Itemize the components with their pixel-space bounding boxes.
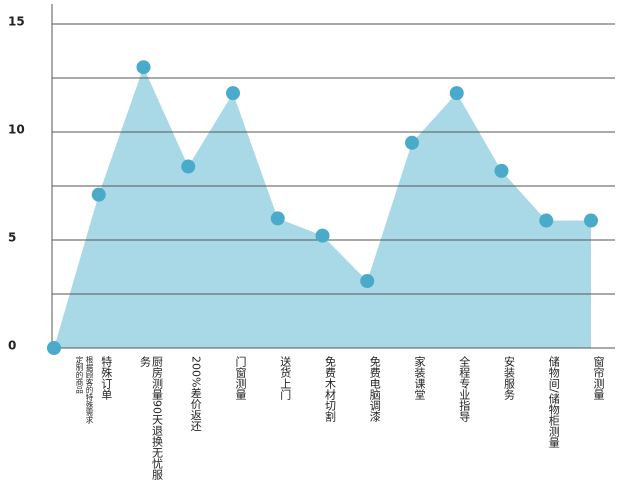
area	[54, 67, 591, 348]
marker	[91, 187, 106, 202]
x-tick-label: 免费电脑调漆	[368, 356, 382, 422]
x-tick-label: 全程专业指导	[457, 356, 471, 422]
x-tick-label: 免费木材切割	[323, 356, 337, 422]
x-tick-label: 门窗测量	[234, 356, 247, 400]
marker	[405, 135, 419, 150]
y-tick-label: 5	[8, 231, 16, 245]
x-tick-label: 特殊订单	[99, 356, 113, 400]
x-tick-label: 家装课堂	[413, 356, 426, 400]
marker	[449, 86, 464, 101]
marker	[315, 228, 330, 243]
x-tick-label: 储物间/储物柜测量	[547, 356, 561, 448]
y-tick-label: 0	[8, 339, 16, 353]
marker	[360, 274, 375, 289]
x-tick-label: 200%差价返还	[189, 356, 203, 432]
marker	[136, 60, 151, 75]
x-tick-label: 厨房测量90天退换无忧服务	[138, 356, 164, 480]
x-tick-label: 送货上门	[278, 356, 292, 400]
marker	[494, 163, 509, 178]
y-tick-label: 10	[8, 123, 25, 137]
marker	[47, 341, 61, 355]
marker	[270, 211, 285, 226]
marker	[226, 86, 240, 101]
marker	[539, 213, 554, 228]
x-tick-label: 根据顾客的特殊需求 定制的商品	[75, 356, 94, 424]
x-tick-label: 窗帘测量	[592, 356, 605, 400]
marker	[181, 159, 196, 174]
y-tick-label: 15	[8, 15, 25, 29]
marker	[584, 213, 598, 228]
x-tick-label: 安装服务	[502, 356, 516, 400]
